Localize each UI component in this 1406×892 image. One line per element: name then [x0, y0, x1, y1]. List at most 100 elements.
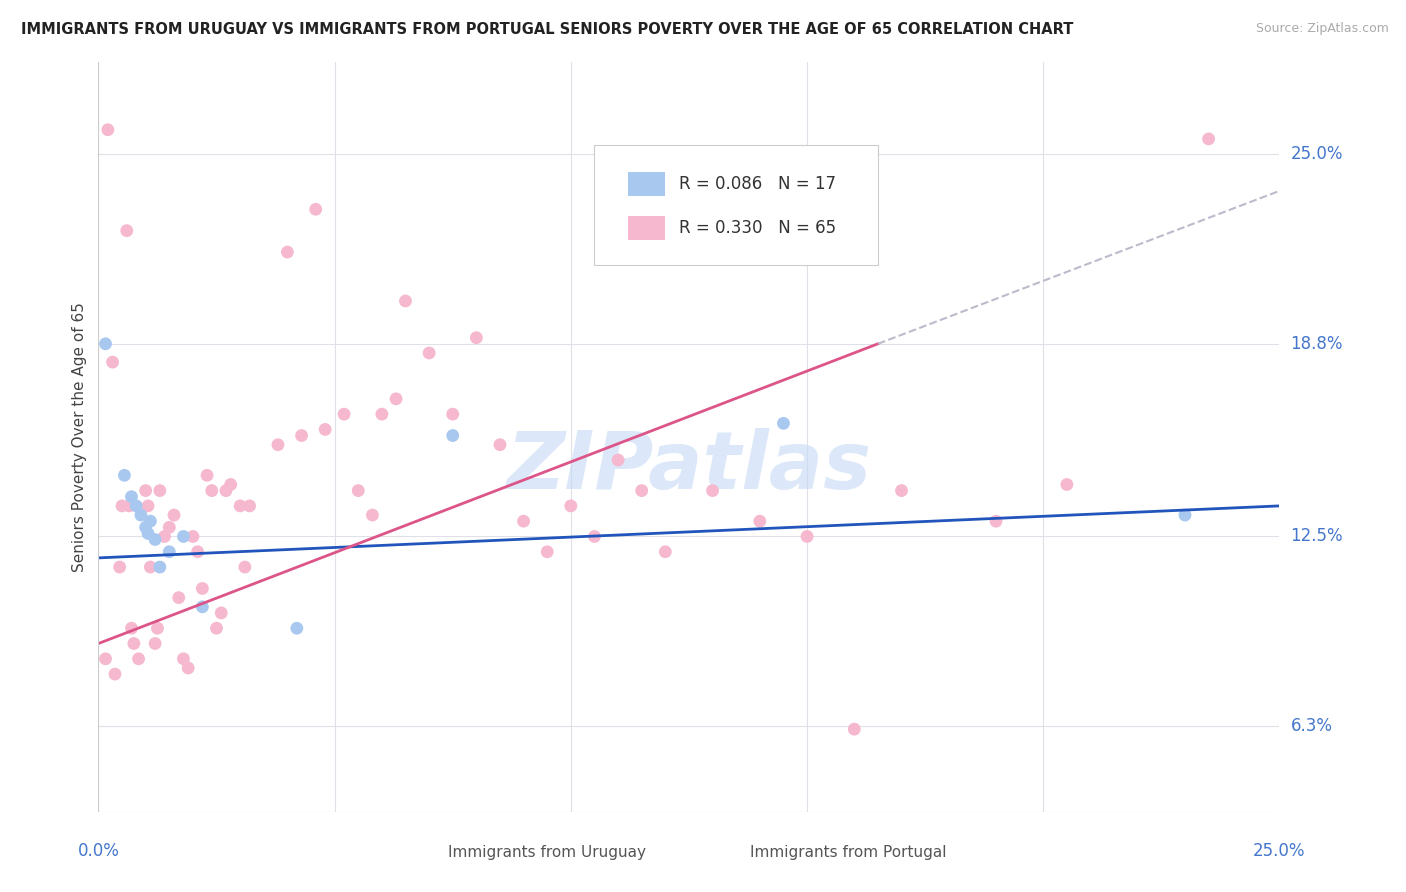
Text: 25.0%: 25.0%: [1291, 145, 1343, 163]
Point: [149, 560, 172, 574]
Point: [163, 508, 186, 522]
Point: [149, 483, 172, 498]
Point: [101, 355, 124, 369]
Point: [290, 428, 312, 442]
Point: [385, 392, 408, 406]
Point: [136, 526, 159, 541]
Point: [333, 407, 356, 421]
Point: [136, 499, 159, 513]
Text: Immigrants from Portugal: Immigrants from Portugal: [751, 846, 946, 861]
Point: [984, 514, 1007, 528]
Point: [630, 483, 652, 498]
Point: [489, 438, 512, 452]
Point: [209, 606, 232, 620]
Point: [347, 483, 370, 498]
Point: [285, 621, 308, 635]
Text: R = 0.330   N = 65: R = 0.330 N = 65: [679, 219, 837, 237]
Point: [361, 508, 384, 522]
Point: [205, 621, 228, 635]
Point: [143, 636, 166, 650]
Point: [157, 545, 180, 559]
Point: [177, 661, 200, 675]
Point: [104, 667, 127, 681]
Point: [607, 453, 630, 467]
Point: [314, 422, 336, 436]
Text: 18.8%: 18.8%: [1291, 334, 1343, 353]
Point: [890, 483, 912, 498]
Point: [560, 499, 582, 513]
Point: [418, 346, 440, 360]
Point: [181, 529, 204, 543]
Point: [135, 520, 157, 534]
FancyBboxPatch shape: [627, 216, 665, 240]
Point: [1174, 508, 1197, 522]
Point: [1198, 132, 1220, 146]
Point: [139, 514, 162, 528]
Point: [229, 499, 252, 513]
Point: [172, 652, 194, 666]
Point: [394, 293, 416, 308]
Point: [465, 331, 488, 345]
Point: [536, 545, 558, 559]
Point: [143, 533, 166, 547]
Point: [215, 483, 238, 498]
FancyBboxPatch shape: [595, 145, 877, 265]
Point: [201, 483, 224, 498]
Point: [267, 438, 290, 452]
Point: [233, 560, 256, 574]
Point: [135, 483, 157, 498]
Point: [654, 545, 676, 559]
Point: [195, 468, 218, 483]
Point: [153, 529, 176, 543]
Point: [512, 514, 534, 528]
Point: [441, 407, 464, 421]
Point: [111, 499, 134, 513]
Point: [276, 245, 298, 260]
Point: [129, 508, 152, 522]
Point: [125, 499, 148, 513]
Point: [172, 529, 194, 543]
Y-axis label: Seniors Poverty Over the Age of 65: Seniors Poverty Over the Age of 65: [72, 302, 87, 572]
Text: 6.3%: 6.3%: [1291, 717, 1333, 735]
Point: [108, 560, 131, 574]
Text: 0.0%: 0.0%: [77, 842, 120, 860]
Point: [94, 652, 117, 666]
Point: [167, 591, 190, 605]
Text: ZIPatlas: ZIPatlas: [506, 428, 872, 506]
Point: [371, 407, 394, 421]
Point: [441, 428, 464, 442]
Point: [796, 529, 818, 543]
Point: [772, 417, 794, 431]
Point: [121, 490, 143, 504]
Point: [94, 336, 117, 351]
Point: [239, 499, 262, 513]
Point: [139, 560, 162, 574]
FancyBboxPatch shape: [713, 839, 738, 866]
Point: [146, 621, 169, 635]
Point: [191, 599, 214, 614]
Text: Source: ZipAtlas.com: Source: ZipAtlas.com: [1256, 22, 1389, 36]
Point: [122, 636, 145, 650]
Point: [702, 483, 724, 498]
Point: [115, 224, 138, 238]
Point: [748, 514, 770, 528]
Point: [1056, 477, 1078, 491]
FancyBboxPatch shape: [418, 839, 443, 866]
Point: [187, 545, 209, 559]
Point: [191, 582, 214, 596]
Point: [219, 477, 242, 491]
Text: 25.0%: 25.0%: [1253, 842, 1306, 860]
Point: [121, 621, 143, 635]
Point: [305, 202, 328, 217]
Point: [157, 520, 180, 534]
Point: [128, 652, 150, 666]
Point: [844, 722, 866, 736]
Text: IMMIGRANTS FROM URUGUAY VS IMMIGRANTS FROM PORTUGAL SENIORS POVERTY OVER THE AGE: IMMIGRANTS FROM URUGUAY VS IMMIGRANTS FR…: [21, 22, 1073, 37]
FancyBboxPatch shape: [627, 172, 665, 196]
Point: [583, 529, 606, 543]
Point: [97, 122, 120, 136]
Text: 12.5%: 12.5%: [1291, 527, 1343, 546]
Point: [118, 499, 141, 513]
Point: [112, 468, 135, 483]
Text: R = 0.086   N = 17: R = 0.086 N = 17: [679, 175, 837, 193]
